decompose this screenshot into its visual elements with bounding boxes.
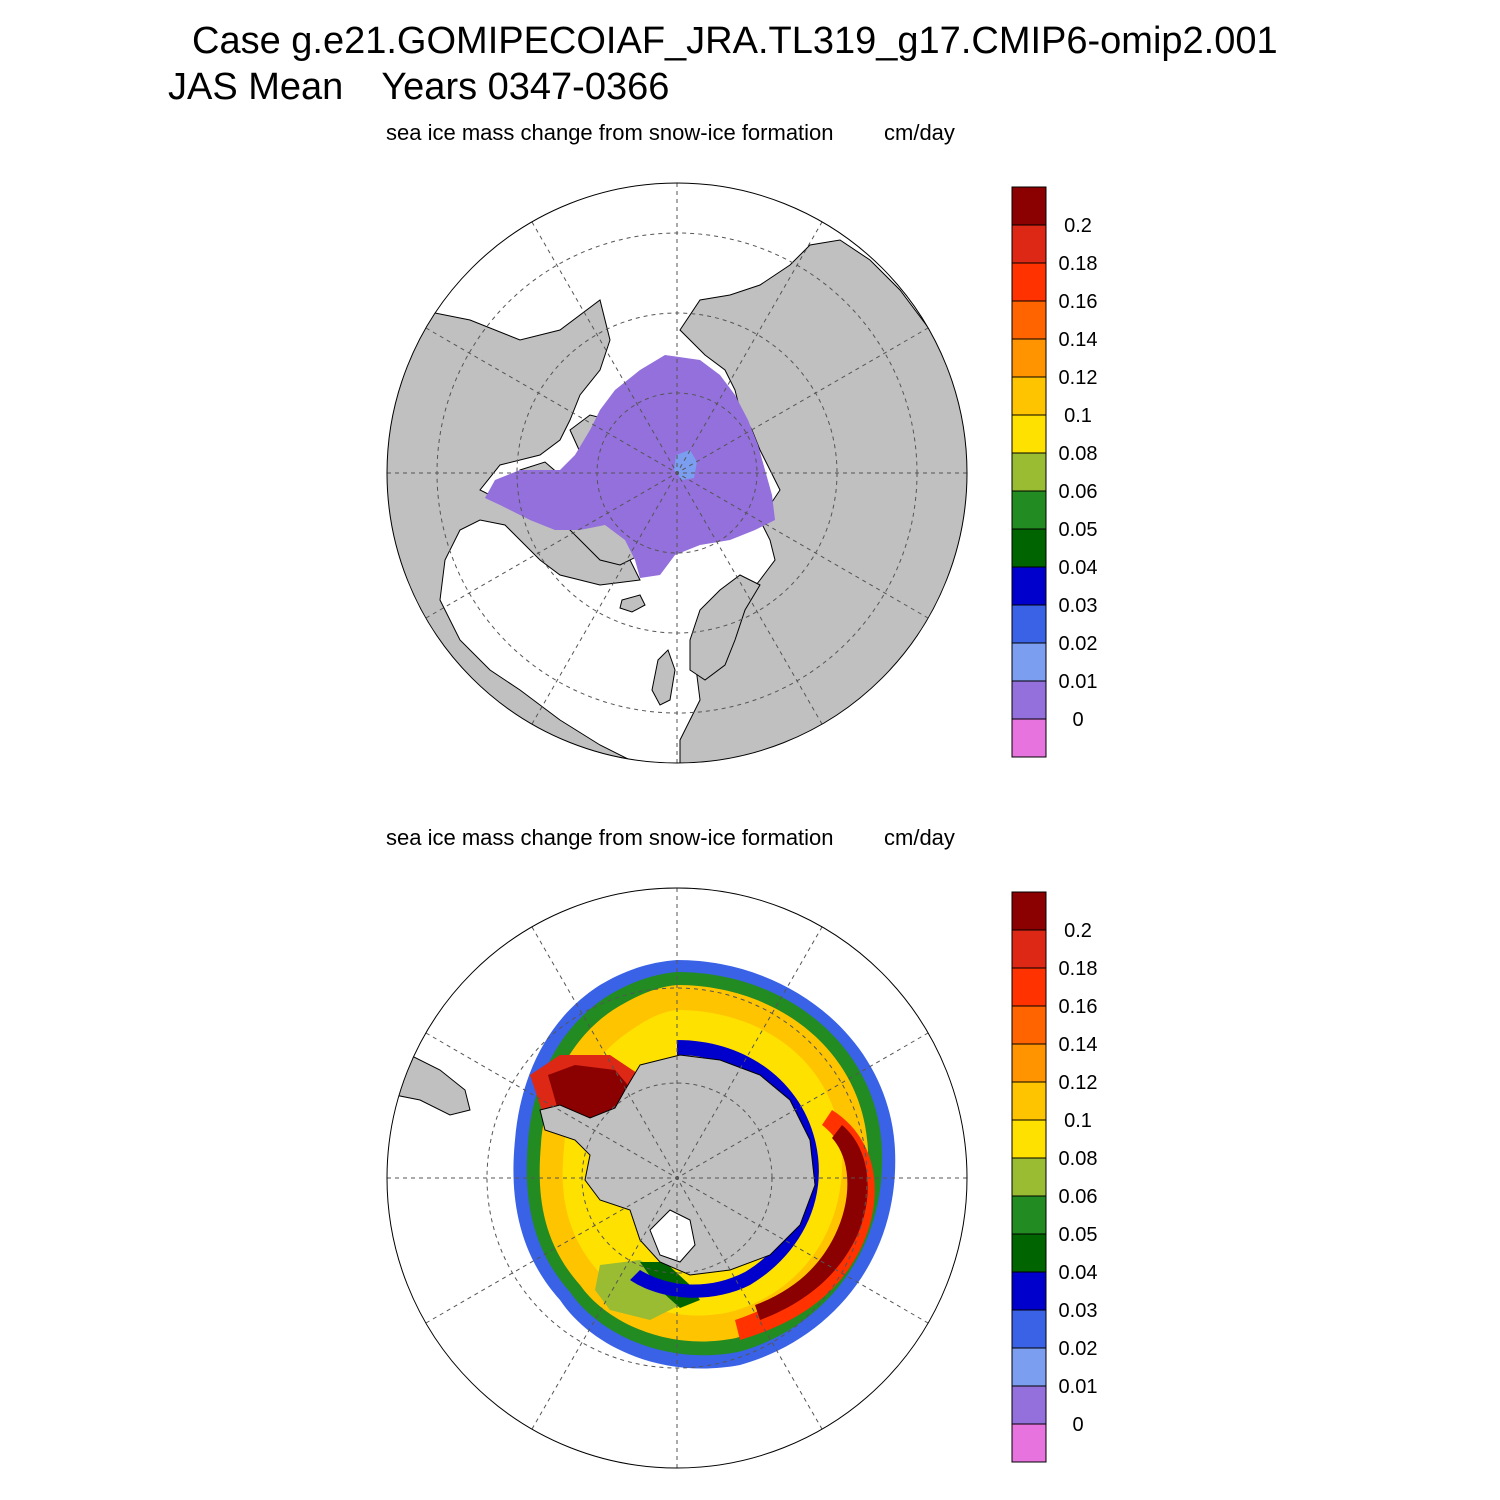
south-colorbar-box [1011, 929, 1047, 969]
north-colorbar-label: 0.12 [1059, 367, 1098, 389]
north-colorbar-label: 0.2 [1064, 215, 1092, 237]
south-map-border [386, 887, 968, 1469]
weddell-maroon-patch [548, 1065, 632, 1118]
south-colorbar-label: 0.04 [1059, 1262, 1098, 1284]
south-panel-variable: sea ice mass change from snow-ice format… [386, 825, 834, 850]
north-colorbar-label: 0.14 [1059, 329, 1098, 351]
south-colorbar-label: 0.08 [1059, 1148, 1098, 1170]
north-sea-ice-field [485, 355, 775, 578]
south-colorbar-box [1011, 967, 1047, 1007]
north-land-eurasia [679, 239, 967, 763]
south-colorbar-box [1011, 1005, 1047, 1045]
north-colorbar-box [1011, 262, 1047, 302]
south-colorbar-box [1011, 1423, 1047, 1463]
season-label: JAS Mean [168, 66, 344, 108]
south-colorbar-label: 0.05 [1059, 1224, 1098, 1246]
south-colorbar-box [1011, 1233, 1047, 1273]
north-colorbar-box [1011, 604, 1047, 644]
south-colorbar-label: 0.1 [1064, 1110, 1092, 1132]
north-map-border [386, 182, 968, 764]
south-colorbar-label: 0.14 [1059, 1034, 1098, 1056]
south-panel-units: cm/day [884, 825, 955, 850]
south-colorbar-box [1011, 1119, 1047, 1159]
north-colorbar-box [1011, 718, 1047, 758]
north-colorbar-label: 0.01 [1059, 671, 1098, 693]
north-colorbar-label: 0.06 [1059, 481, 1098, 503]
north-land-iceland [619, 594, 646, 613]
south-colorbar: 0 0.01 0.02 0.03 0.04 0.05 0.06 0.08 0.1 0.12 0.14… [1011, 891, 1098, 1463]
north-colorbar-label: 0.05 [1059, 519, 1098, 541]
season-years-title: JAS Mean Years 0347-0366 [168, 66, 669, 109]
north-colorbar-box [1011, 376, 1047, 416]
ross-ice-shelf [649, 1209, 696, 1263]
north-colorbar-box [1011, 338, 1047, 378]
south-colorbar-box [1011, 1271, 1047, 1311]
north-graticule [387, 183, 967, 763]
north-colorbar-box [1011, 566, 1047, 606]
north-colorbar-box [1011, 414, 1047, 454]
south-polar-map [386, 887, 968, 1469]
case-title: Case g.e21.GOMIPECOIAF_JRA.TL319_g17.CMI… [192, 20, 1278, 62]
north-colorbar-box [1011, 186, 1047, 226]
north-panel-units: cm/day [884, 120, 955, 145]
north-colorbar-box [1011, 300, 1047, 340]
north-colorbar-label: 0.1 [1064, 405, 1092, 427]
south-colorbar-box [1011, 1195, 1047, 1235]
north-colorbar-label: 0.03 [1059, 595, 1098, 617]
south-colorbar-label: 0.16 [1059, 996, 1098, 1018]
north-colorbar-label: 0.08 [1059, 443, 1098, 465]
north-colorbar-box [1011, 490, 1047, 530]
years-label: Years 0347-0366 [381, 66, 670, 108]
south-colorbar-label: 0.12 [1059, 1072, 1098, 1094]
north-colorbar-box [1011, 528, 1047, 568]
south-colorbar-box [1011, 1347, 1047, 1387]
north-panel-variable: sea ice mass change from snow-ice format… [386, 120, 834, 145]
south-colorbar-label: 0.06 [1059, 1186, 1098, 1208]
south-colorbar-label: 0.18 [1059, 958, 1098, 980]
north-colorbar-label: 0.18 [1059, 253, 1098, 275]
south-colorbar-box [1011, 1043, 1047, 1083]
south-land-antarctica [539, 1054, 816, 1276]
north-polar-map [386, 182, 968, 764]
south-colorbar-label: 0.02 [1059, 1338, 1098, 1360]
south-colorbar-label: 0.03 [1059, 1300, 1098, 1322]
north-colorbar-box [1011, 452, 1047, 492]
north-colorbar-box [1011, 680, 1047, 720]
south-colorbar-box [1011, 1157, 1047, 1197]
south-colorbar-box [1011, 1385, 1047, 1425]
south-colorbar-box [1011, 891, 1047, 931]
north-land-scandinavia [689, 574, 761, 681]
south-colorbar-box [1011, 1309, 1047, 1349]
north-colorbar-label: 0.16 [1059, 291, 1098, 313]
south-colorbar-label: 0.2 [1064, 920, 1092, 942]
north-colorbar-box [1011, 642, 1047, 682]
south-colorbar-label: 0 [1072, 1414, 1083, 1436]
north-colorbar-box [1011, 224, 1047, 264]
north-colorbar-label: 0 [1072, 709, 1083, 731]
north-colorbar: 0 0.01 0.02 0.03 0.04 0.05 0.06 0.08 0.1 0.12 0.14… [1011, 186, 1098, 758]
north-land-british-isles [651, 649, 676, 706]
north-colorbar-label: 0.02 [1059, 633, 1098, 655]
east-maroon-arc [755, 1125, 868, 1320]
south-colorbar-label: 0.01 [1059, 1376, 1098, 1398]
south-graticule [387, 888, 967, 1468]
south-colorbar-box [1011, 1081, 1047, 1121]
north-colorbar-label: 0.04 [1059, 557, 1098, 579]
